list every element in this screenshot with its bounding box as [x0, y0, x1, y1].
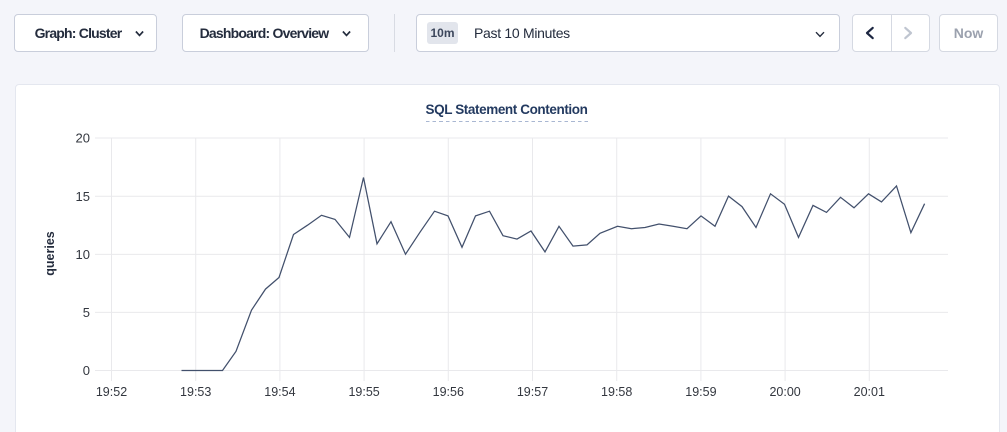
svg-text:20: 20	[76, 131, 90, 146]
svg-text:0: 0	[83, 363, 90, 378]
svg-text:15: 15	[76, 189, 90, 204]
svg-text:19:55: 19:55	[348, 385, 379, 399]
svg-text:queries: queries	[43, 231, 57, 276]
svg-text:20:00: 20:00	[769, 385, 800, 399]
svg-text:19:52: 19:52	[96, 385, 127, 399]
svg-text:20:01: 20:01	[854, 385, 885, 399]
svg-text:19:54: 19:54	[264, 385, 295, 399]
svg-text:19:56: 19:56	[433, 385, 464, 399]
svg-text:19:57: 19:57	[517, 385, 548, 399]
svg-text:19:59: 19:59	[685, 385, 716, 399]
svg-text:10: 10	[76, 247, 90, 262]
svg-text:19:58: 19:58	[601, 385, 632, 399]
svg-text:5: 5	[83, 305, 90, 320]
svg-text:19:53: 19:53	[180, 385, 211, 399]
